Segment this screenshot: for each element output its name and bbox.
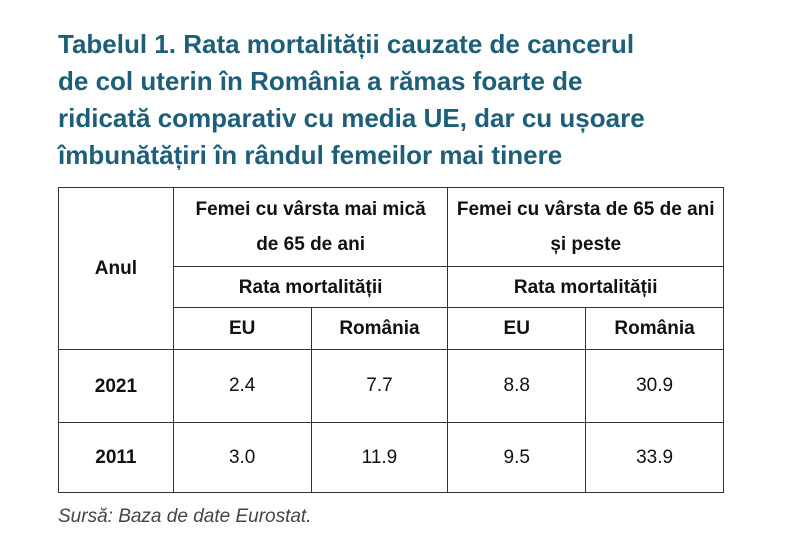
column-header: EU (447, 307, 587, 350)
value-cell: 3.0 (172, 422, 312, 493)
header-row: EU România EU România (59, 307, 724, 350)
title-line: ridicată comparativ cu media UE, dar cu … (58, 103, 645, 133)
value-cell: 9.5 (447, 422, 587, 493)
group-header: Femei cu vârsta de 65 de ani și peste (447, 187, 724, 267)
year-cell: 2021 (58, 349, 174, 423)
year-cell: 2011 (58, 422, 174, 493)
column-header: România (585, 307, 724, 350)
data-row: 2011 3.0 11.9 9.5 33.9 (58, 422, 724, 493)
value-cell: 7.7 (310, 349, 449, 423)
mortality-table: Anul Femei cu vârsta mai mică de 65 de a… (58, 187, 724, 493)
group-header: Femei cu vârsta mai mică de 65 de ani (172, 187, 449, 267)
title: Tabelul 1. Rata mortalității cauzate de … (58, 26, 778, 174)
column-header: România (310, 307, 449, 350)
value-cell: 8.8 (447, 349, 587, 423)
header-row: Rata mortalității Rata mortalității (59, 266, 724, 308)
value-cell: 30.9 (585, 349, 724, 423)
metric-header: Rata mortalității (172, 266, 449, 308)
header-row: Anul Femei cu vârsta mai mică de 65 de a… (58, 187, 724, 350)
metric-header: Rata mortalității (447, 266, 724, 308)
year-header: Anul (58, 187, 174, 350)
source-note: Sursă: Baza de date Eurostat. (58, 506, 312, 527)
title-line: de col uterin în România a rămas foarte … (58, 66, 583, 96)
column-header: EU (172, 307, 312, 350)
data-row: 2021 2.4 7.7 8.8 30.9 (58, 349, 724, 423)
value-cell: 33.9 (585, 422, 724, 493)
value-cell: 11.9 (310, 422, 449, 493)
title-line: îmbunătățiri în rândul femeilor mai tine… (58, 140, 563, 170)
value-cell: 2.4 (172, 349, 312, 423)
title-line: Tabelul 1. Rata mortalității cauzate de … (58, 29, 635, 59)
